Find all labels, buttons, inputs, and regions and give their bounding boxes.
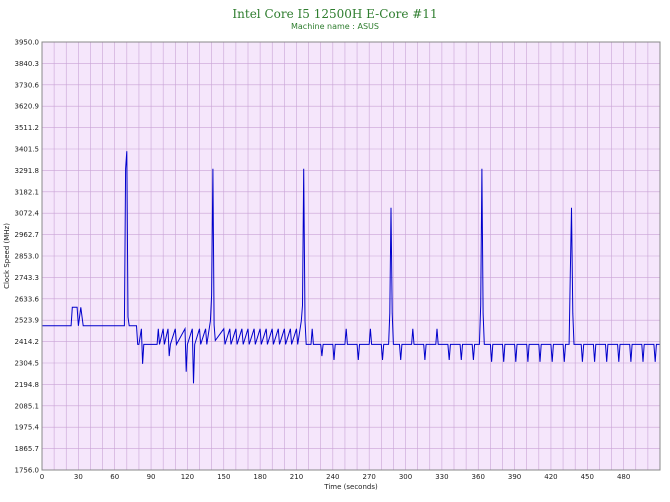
x-tick-label: 480 <box>617 473 630 481</box>
y-tick-label: 2962.7 <box>15 231 40 239</box>
chart-title: Intel Core I5 12500H E-Core #11 <box>232 7 438 21</box>
x-tick-label: 90 <box>147 473 156 481</box>
x-tick-label: 330 <box>435 473 448 481</box>
y-tick-label: 2414.2 <box>15 338 40 346</box>
y-axis-label: Clock Speed (MHz) <box>3 223 11 289</box>
x-tick-label: 420 <box>544 473 557 481</box>
y-tick-label: 3620.9 <box>15 103 40 111</box>
x-tick-label: 390 <box>508 473 521 481</box>
y-tick-label: 1756.0 <box>15 467 40 475</box>
y-tick-label: 2194.8 <box>15 381 40 389</box>
x-tick-label: 150 <box>217 473 230 481</box>
y-axis-ticks: 1756.0 1865.7 1975.4 2085.1 2194.8 2304.5 2414… <box>15 39 40 475</box>
clock-speed-series <box>42 151 660 384</box>
x-tick-label: 240 <box>326 473 339 481</box>
y-tick-label: 1865.7 <box>15 445 40 453</box>
y-tick-label: 3950.0 <box>15 39 40 47</box>
x-tick-label: 60 <box>110 473 119 481</box>
y-tick-label: 3291.8 <box>15 167 40 175</box>
x-tick-label: 360 <box>472 473 485 481</box>
y-tick-label: 3072.4 <box>15 210 40 218</box>
x-axis-ticks: 0 30 60 90 120 150 180 210 240 270 300 330 360 390 420… <box>40 473 631 481</box>
y-tick-label: 2633.6 <box>15 295 40 303</box>
y-tick-label: 3840.3 <box>15 60 40 68</box>
y-tick-label: 3182.1 <box>15 188 40 196</box>
x-tick-label: 120 <box>181 473 194 481</box>
x-tick-label: 0 <box>40 473 44 481</box>
x-axis-label: Time (seconds) <box>323 483 378 491</box>
x-tick-label: 450 <box>581 473 594 481</box>
y-tick-label: 3511.2 <box>15 124 40 132</box>
y-tick-label: 2743.3 <box>15 274 40 282</box>
y-tick-label: 2523.9 <box>15 317 40 325</box>
plot-frame <box>41 41 661 471</box>
chart-subtitle: Machine name : ASUS <box>291 22 379 31</box>
y-tick-label: 3401.5 <box>15 146 40 154</box>
y-tick-label: 2085.1 <box>15 402 40 410</box>
x-tick-label: 270 <box>362 473 375 481</box>
x-tick-label: 210 <box>290 473 303 481</box>
y-tick-label: 2304.5 <box>15 360 40 368</box>
y-tick-label: 2853.0 <box>15 253 40 261</box>
x-tick-label: 180 <box>253 473 266 481</box>
y-tick-label: 1975.4 <box>15 424 40 432</box>
y-tick-label: 3730.6 <box>15 81 40 89</box>
grid <box>42 42 660 470</box>
x-tick-label: 300 <box>399 473 412 481</box>
x-tick-label: 30 <box>74 473 83 481</box>
